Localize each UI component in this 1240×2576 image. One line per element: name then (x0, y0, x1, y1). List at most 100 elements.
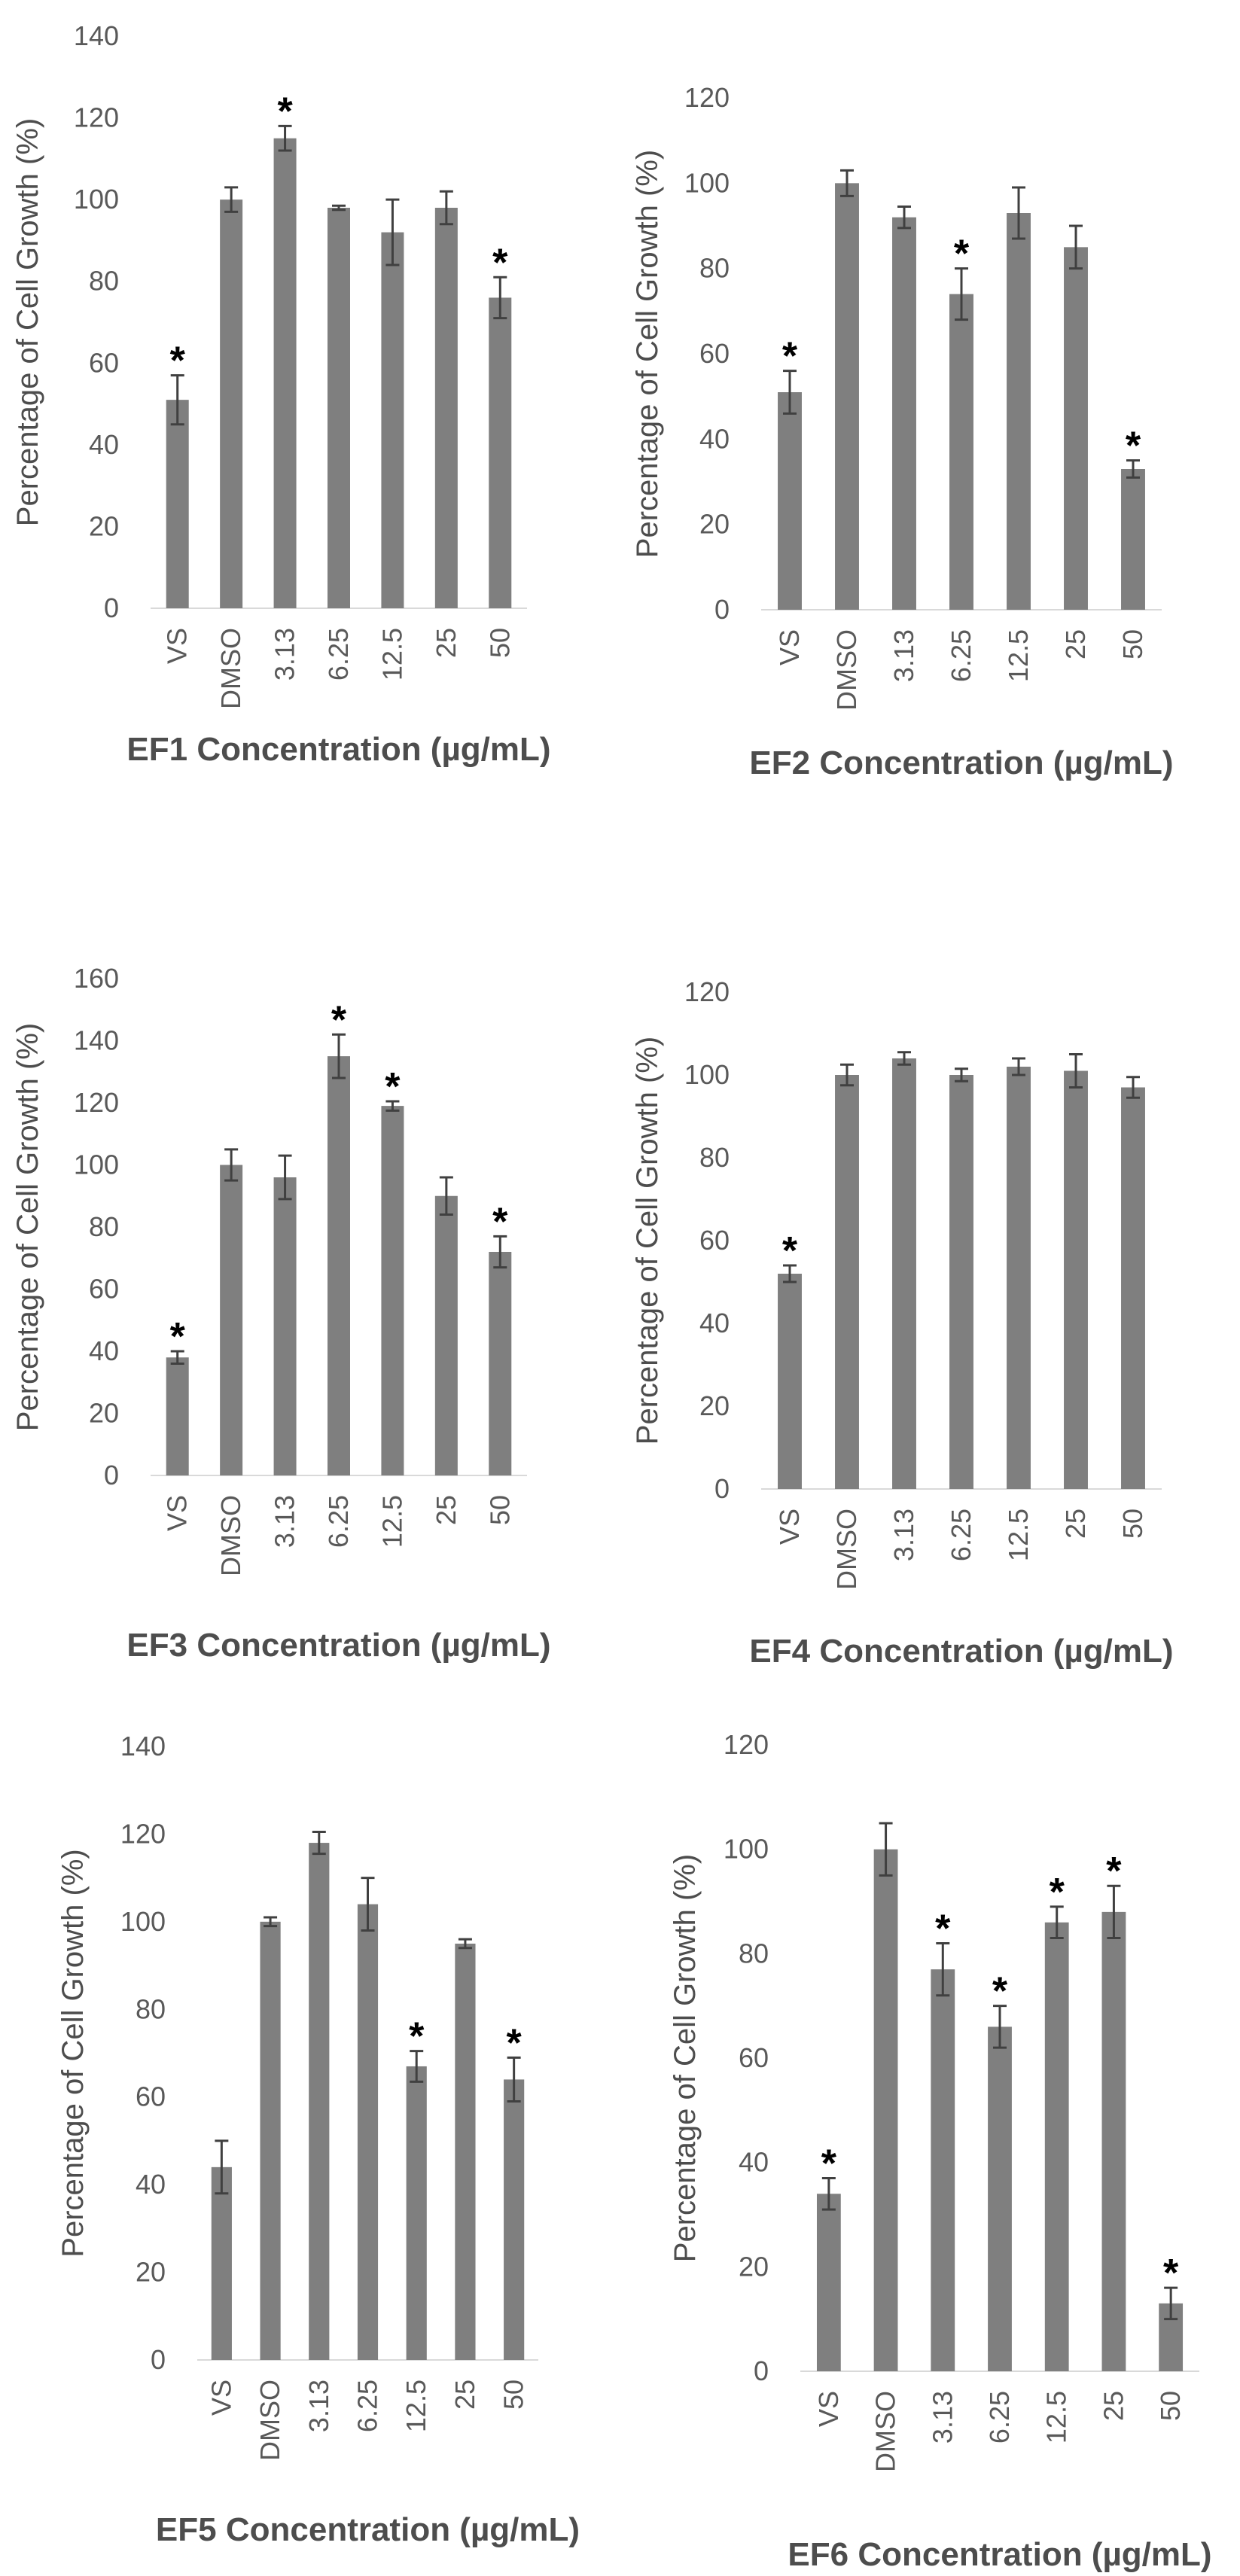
chart-3-category-label: 25 (431, 1495, 462, 1525)
chart-6-ytick-label: 100 (724, 1834, 769, 1865)
chart-5-category-label: VS (206, 2380, 236, 2416)
chart-4-category-label: 3.13 (888, 1509, 919, 1561)
chart-1-bar (489, 297, 512, 608)
chart-4-bar (949, 1075, 973, 1489)
chart-3-significance-marker: * (170, 1315, 186, 1359)
chart-1-ytick-label: 40 (89, 429, 119, 460)
chart-5-ytick-label: 40 (136, 2169, 166, 2200)
chart-2-ytick-label: 0 (714, 594, 730, 625)
chart-ef2: 0 20 40 60 80 100 120 * VS DMSO 3.13 * 6.25 12.5 25 * 50… (631, 82, 1174, 781)
chart-4-ytick-label: 0 (714, 1473, 730, 1504)
chart-4-significance-marker: * (782, 1229, 798, 1273)
chart-5-ytick-label: 100 (120, 1906, 166, 1937)
chart-3-bar (220, 1165, 243, 1475)
chart-6-significance-marker: * (935, 1907, 951, 1950)
chart-ef1: 0 20 40 60 80 100 120 140 * VS DMSO * 3.13 6.25 12.5 25… (11, 20, 551, 768)
chart-1-bar (381, 232, 404, 608)
chart-4-ytick-label: 100 (684, 1059, 730, 1090)
chart-6-bar (1101, 1911, 1126, 2371)
chart-1-significance-marker: * (277, 90, 293, 133)
chart-3-category-label: 6.25 (323, 1495, 354, 1548)
chart-4-bar (778, 1274, 802, 1489)
chart-3-category-label: 3.13 (270, 1495, 300, 1548)
chart-2-category-label: VS (774, 629, 805, 665)
chart-1-ytick-label: 0 (104, 592, 119, 623)
chart-5-bar (211, 2166, 232, 2360)
chart-5-bar (455, 1943, 476, 2360)
chart-3-ytick-label: 40 (89, 1335, 119, 1366)
chart-5-ytick-label: 60 (136, 2081, 166, 2112)
chart-6-category-label: 25 (1098, 2391, 1129, 2421)
chart-1-category-label: 3.13 (270, 628, 300, 681)
chart-3-bar (273, 1177, 297, 1475)
chart-3-y-axis-title: Percentage of Cell Growth (%) (11, 1023, 44, 1431)
chart-3-significance-marker: * (331, 998, 347, 1042)
chart-6-significance-marker: * (821, 2142, 837, 2185)
chart-5-category-label: 3.13 (303, 2380, 334, 2432)
chart-2-bar (835, 183, 859, 611)
chart-3-bar (489, 1252, 512, 1475)
chart-3-bar (381, 1106, 404, 1475)
chart-5-bar (504, 2079, 525, 2360)
chart-6-category-label: 3.13 (927, 2391, 958, 2444)
chart-6-significance-marker: * (1050, 1871, 1065, 1914)
chart-1-category-label: 25 (431, 628, 462, 658)
chart-4-y-axis-title: Percentage of Cell Growth (%) (631, 1037, 664, 1445)
chart-3-significance-marker: * (385, 1065, 401, 1109)
chart-4-category-label: 12.5 (1003, 1509, 1034, 1561)
chart-5-significance-marker: * (507, 2021, 523, 2065)
chart-2-significance-marker: * (1126, 425, 1141, 468)
chart-1-category-label: DMSO (215, 628, 246, 709)
chart-1-bar (273, 138, 297, 608)
chart-2-category-label: DMSO (831, 629, 862, 711)
chart-2-category-label: 25 (1060, 629, 1091, 659)
chart-4-category-label: VS (774, 1509, 805, 1545)
chart-6-category-label: 6.25 (984, 2391, 1015, 2444)
chart-4-ytick-label: 40 (699, 1308, 730, 1338)
chart-4-ytick-label: 80 (699, 1142, 730, 1173)
chart-5-category-label: 25 (449, 2380, 480, 2410)
chart-1-ytick-label: 140 (74, 20, 119, 51)
chart-3-bar (166, 1357, 189, 1475)
chart-3-significance-marker: * (492, 1200, 508, 1244)
chart-6-significance-marker: * (992, 1970, 1008, 2014)
chart-5-bar (309, 1843, 330, 2360)
chart-3-ytick-label: 20 (89, 1398, 119, 1429)
chart-2-y-axis-title: Percentage of Cell Growth (%) (631, 150, 664, 558)
chart-1-ytick-label: 20 (89, 510, 119, 541)
chart-2-ytick-label: 60 (699, 338, 730, 369)
chart-4-ytick-label: 20 (699, 1390, 730, 1421)
chart-4-category-label: 6.25 (946, 1509, 976, 1561)
chart-1-category-label: 50 (484, 628, 515, 658)
chart-4-category-label: DMSO (831, 1509, 862, 1590)
chart-3-x-axis-title: EF3 Concentration (µg/mL) (126, 1627, 550, 1664)
chart-2-ytick-label: 40 (699, 423, 730, 454)
chart-4-bar (1121, 1087, 1145, 1489)
chart-6-category-label: DMSO (870, 2391, 901, 2472)
chart-3-ytick-label: 160 (74, 963, 119, 994)
chart-2-bar (949, 294, 973, 610)
chart-5-ytick-label: 120 (120, 1818, 166, 1849)
chart-3-category-label: 50 (484, 1495, 515, 1525)
chart-6-ytick-label: 0 (754, 2355, 769, 2386)
chart-1-category-label: 6.25 (323, 628, 354, 681)
chart-ef5: 0 20 40 60 80 100 120 140 VS DMSO 3.13 6.25 * 12.5 25 *… (56, 1731, 580, 2548)
chart-4-category-label: 50 (1117, 1509, 1148, 1539)
chart-2-category-label: 50 (1117, 629, 1148, 659)
chart-6-bar (1044, 1922, 1069, 2371)
chart-4-category-label: 25 (1060, 1509, 1091, 1539)
chart-5-y-axis-title: Percentage of Cell Growth (%) (56, 1849, 90, 2257)
chart-3-category-label: VS (162, 1495, 193, 1531)
chart-6-category-label: 50 (1155, 2391, 1186, 2421)
chart-5-category-label: 6.25 (352, 2380, 383, 2432)
chart-6-significance-marker: * (1106, 1850, 1122, 1893)
chart-1-y-axis-title: Percentage of Cell Growth (%) (11, 118, 44, 526)
chart-6-bar (988, 2026, 1012, 2371)
chart-4-bar (1007, 1067, 1031, 1489)
chart-4-bar (892, 1058, 916, 1489)
chart-3-ytick-label: 0 (104, 1460, 119, 1490)
chart-6-ytick-label: 60 (739, 2042, 769, 2073)
chart-ef4: 0 20 40 60 80 100 120 * VS DMSO 3.13 6.25 12.5 25 50 Pe… (631, 976, 1174, 1670)
chart-2-x-axis-title: EF2 Concentration (µg/mL) (749, 744, 1173, 781)
